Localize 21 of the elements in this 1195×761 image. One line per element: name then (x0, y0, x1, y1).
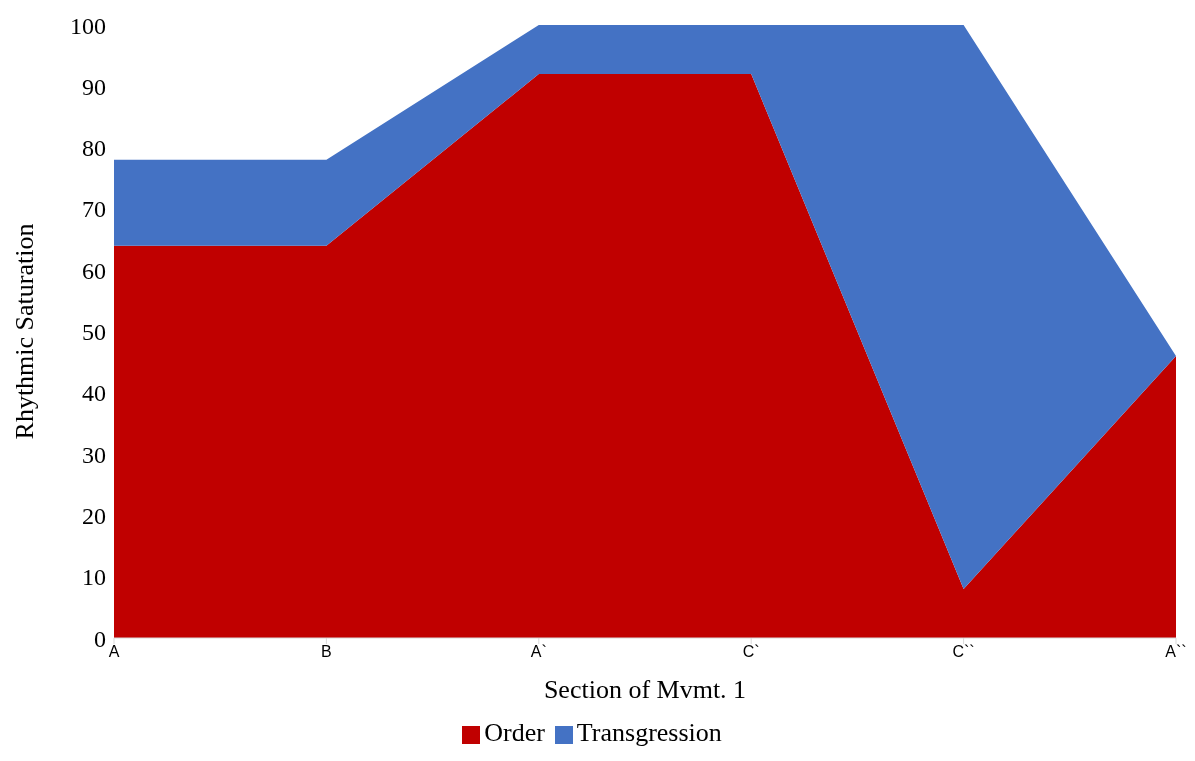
y-tick-label: 20 (82, 502, 106, 529)
x-tick-label: C` (742, 643, 760, 661)
x-axis-title: Section of Mvmt. 1 (543, 675, 747, 704)
y-tick-label: 10 (82, 564, 106, 591)
legend-label: Order (484, 718, 545, 747)
x-tick-label: A` (530, 643, 547, 661)
x-tick-label: C`` (952, 643, 975, 661)
y-tick-label: 30 (82, 441, 106, 468)
x-tick-label: A`` (1165, 643, 1187, 661)
y-tick-label: 90 (82, 73, 106, 100)
y-tick-label: 100 (70, 12, 106, 39)
y-tick-label: 60 (82, 257, 106, 284)
legend-label: Transgression (576, 718, 722, 747)
x-tick-label: A (108, 643, 120, 661)
x-tick-label: B (321, 643, 332, 661)
y-tick-label: 0 (94, 625, 106, 652)
y-tick-label: 40 (82, 380, 106, 407)
y-tick-label: 80 (82, 135, 106, 162)
y-axis-title: Rhythmic Saturation (10, 223, 40, 440)
y-tick-label: 50 (82, 319, 106, 346)
y-tick-label: 70 (82, 196, 106, 223)
